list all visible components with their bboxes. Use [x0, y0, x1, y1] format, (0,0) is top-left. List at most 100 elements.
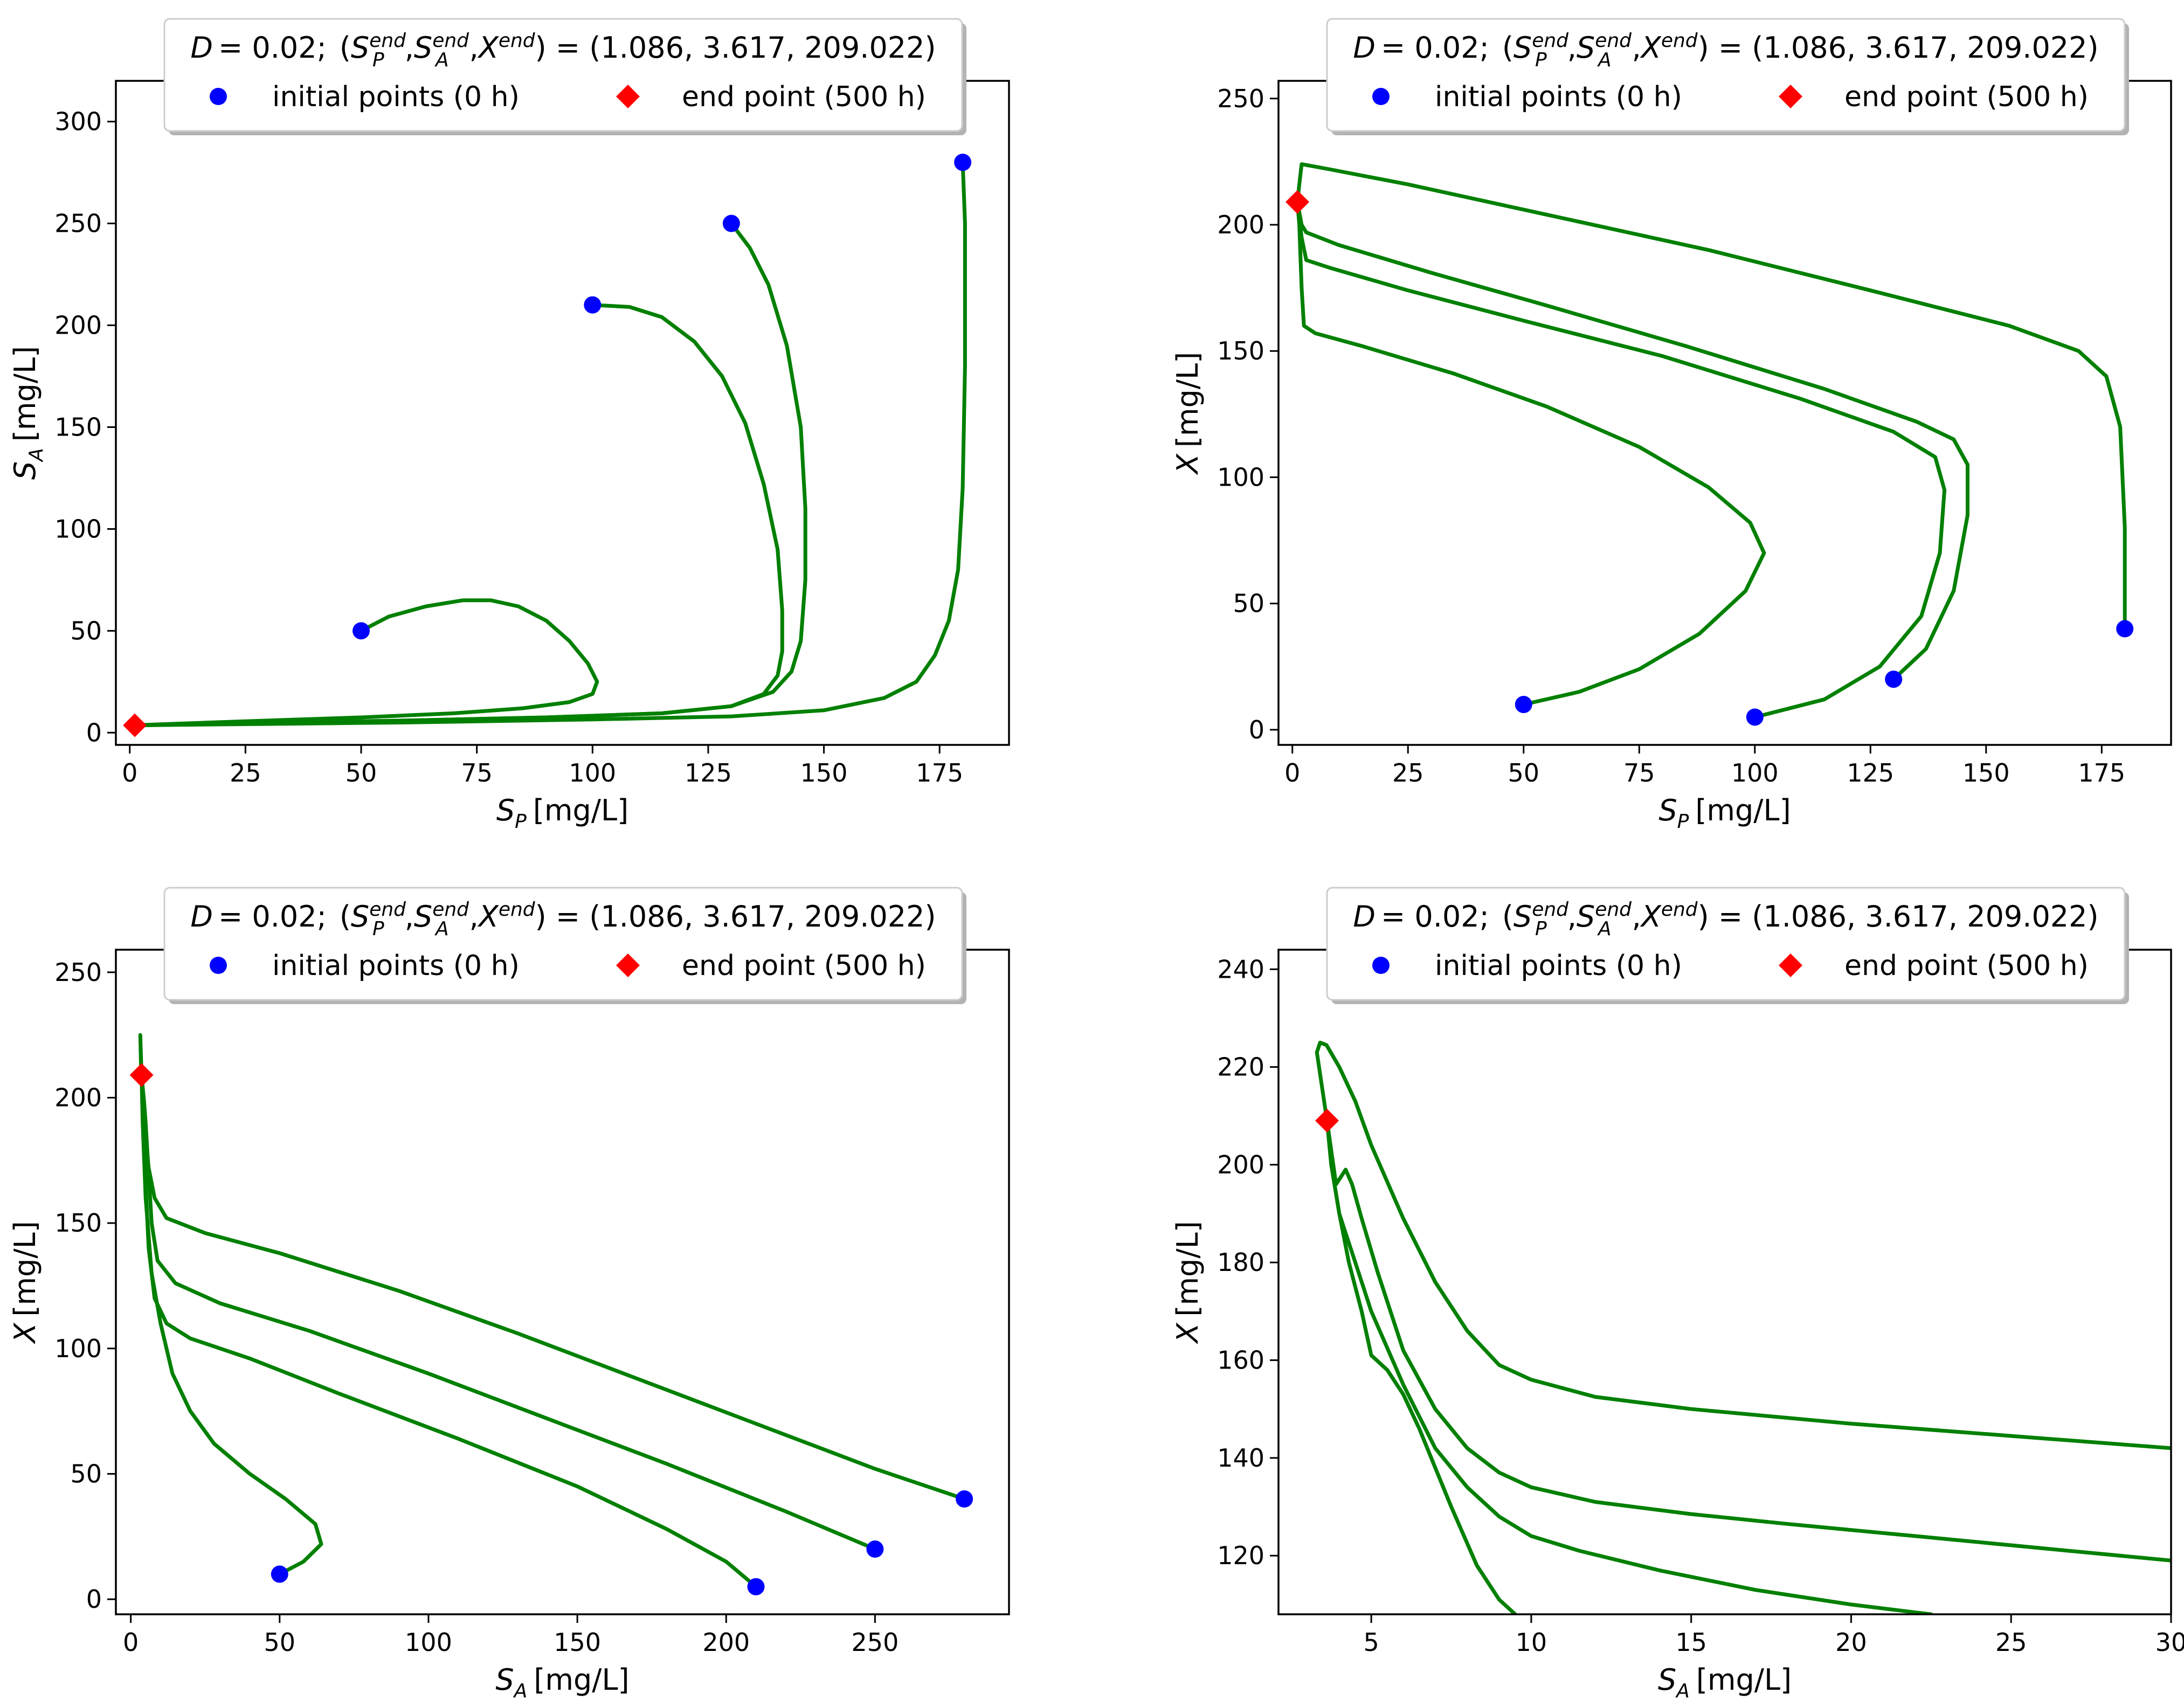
initial-point-marker [1885, 671, 1903, 688]
legend-end-label: end point (500 h) [1844, 81, 2089, 113]
x-tick-label: 150 [800, 758, 848, 787]
legend-end-label: end point (500 h) [682, 81, 926, 113]
chart-panel-bottom-right: 5 10 15 20 25 30 120 140 160 180 200 220 240 SA [mg/L]… [1171, 887, 2184, 1702]
legend-end-label: end point (500 h) [1844, 950, 2089, 982]
y-tick-label: 160 [1217, 1346, 1264, 1375]
x-tick-label: 30 [2155, 1628, 2184, 1657]
end-point-marker [1315, 1109, 1339, 1133]
series-line-4 [133, 160, 967, 728]
x-tick-label: 150 [554, 1628, 601, 1657]
legend: D = 0.02; (Send P ,Send A ,Xend) = (1.086, 3.6… [163, 18, 966, 135]
x-tick-label: 125 [1847, 758, 1894, 787]
y-tick-label: 200 [1217, 210, 1264, 239]
x-tick-label: 25 [230, 758, 261, 787]
initial-point-marker [271, 1565, 288, 1583]
legend-box [1326, 18, 2126, 132]
series-line-4 [138, 1033, 966, 1501]
y-tick-label: 120 [1217, 1541, 1264, 1570]
axes-frame [1277, 80, 2172, 746]
y-tick-label: 50 [1233, 589, 1264, 618]
series-line-2 [133, 303, 784, 728]
x-tick-label: 125 [685, 758, 732, 787]
x-tick-label: 250 [852, 1628, 899, 1657]
series-line-4 [1295, 162, 2127, 631]
x-tick-label: 25 [1995, 1628, 2027, 1657]
x-tick-label: 0 [123, 1628, 139, 1657]
legend-initial-marker [210, 957, 227, 974]
end-point-marker [123, 713, 147, 737]
y-axis-label: X[mg/L] [8, 1221, 42, 1344]
y-axis-label: SA[mg/L] [8, 346, 47, 480]
legend-end-marker [616, 953, 640, 977]
chart-title: D = 0.02; (Send P ,Send A ,Xend) = (1.086, 3.6… [1353, 30, 2098, 71]
x-tick-label: 5 [1363, 1628, 1379, 1657]
chart-title: D = 0.02; (Send P ,Send A ,Xend) = (1.086, 3.6… [1353, 899, 2098, 940]
legend-box [163, 18, 963, 132]
y-tick-label: 180 [1217, 1248, 1264, 1277]
chart-panel-top-right: 0 25 50 75 100 125 150 175 0 50 100 150 200 250 SP [mg/… [1171, 18, 2172, 833]
series-group [133, 160, 967, 728]
y-tick-label: 200 [1217, 1150, 1264, 1179]
y-tick-label: 0 [86, 718, 102, 747]
series-line-3 [133, 222, 807, 728]
initial-point-marker [2116, 620, 2134, 638]
y-tick-label: 100 [1217, 462, 1264, 492]
y-tick-label: 250 [54, 958, 102, 987]
legend-end-marker [616, 85, 640, 108]
series-line-1 [1295, 200, 1766, 707]
end-point-marker [1285, 190, 1310, 214]
x-tick-label: 200 [702, 1628, 750, 1657]
legend-initial-label: initial points (0 h) [1435, 950, 1682, 982]
chart-title: D = 0.02; (Send P ,Send A ,Xend) = (1.086, 3.6… [190, 899, 936, 940]
x-tick-label: 175 [916, 758, 963, 787]
legend-initial-label: initial points (0 h) [272, 950, 520, 982]
initial-point-marker [954, 154, 972, 171]
y-tick-label: 0 [86, 1585, 102, 1614]
x-tick-label: 50 [345, 758, 377, 787]
y-tick-label: 250 [1217, 84, 1264, 113]
legend-end-marker [1779, 953, 1802, 977]
initial-point-marker [747, 1578, 765, 1595]
series-group [138, 1033, 966, 1589]
legend-box [1326, 887, 2126, 1001]
x-tick-label: 50 [1508, 758, 1539, 787]
initial-point-marker [722, 215, 740, 232]
legend-initial-marker [1372, 957, 1390, 974]
chart-panel-bottom-left: 0 50 100 150 200 250 0 50 100 150 200 250 SA [mg/L] X[… [8, 887, 1010, 1702]
axes-frame [115, 949, 1010, 1615]
legend-end-marker [1779, 85, 1802, 108]
y-tick-label: 100 [54, 514, 102, 543]
series-group [1315, 1040, 2171, 1614]
series-line-2 [1295, 200, 1947, 719]
axes-frame [115, 80, 1010, 746]
x-tick-label: 175 [2078, 758, 2125, 787]
x-tick-label: 100 [1731, 758, 1779, 787]
y-tick-label: 220 [1217, 1053, 1264, 1082]
y-tick-label: 200 [54, 310, 102, 340]
initial-point-marker [956, 1490, 973, 1508]
legend-initial-label: initial points (0 h) [272, 81, 520, 113]
series-line-2 [140, 1073, 758, 1589]
initial-point-marker [1515, 696, 1532, 714]
chart-title: D = 0.02; (Send P ,Send A ,Xend) = (1.086, 3.6… [190, 30, 936, 71]
chart-panel-top-left: 0 25 50 75 100 125 150 175 0 50 100 150 200 250 300 SP[… [8, 18, 1010, 833]
y-tick-label: 250 [54, 209, 102, 238]
legend-box [163, 887, 963, 1001]
series-group [1295, 162, 2127, 719]
series-line-1 [133, 598, 599, 728]
y-tick-label: 140 [1217, 1443, 1264, 1473]
series-line-4 [1315, 1040, 2171, 1450]
x-tick-label: 75 [1623, 758, 1655, 787]
legend-initial-marker [210, 88, 227, 105]
y-tick-label: 300 [54, 107, 102, 136]
legend: D = 0.02; (Send P ,Send A ,Xend) = (1.086, 3.6… [1326, 18, 2129, 135]
series-line-3 [1325, 1118, 2171, 1563]
y-tick-label: 50 [70, 616, 102, 645]
x-tick-label: 75 [461, 758, 493, 787]
x-axis-label: SA [mg/L] [1658, 1663, 1792, 1702]
x-tick-label: 25 [1392, 758, 1424, 787]
initial-point-marker [584, 296, 602, 314]
y-tick-label: 100 [54, 1334, 102, 1363]
y-axis-label: X[mg/L] [1171, 1221, 1205, 1344]
